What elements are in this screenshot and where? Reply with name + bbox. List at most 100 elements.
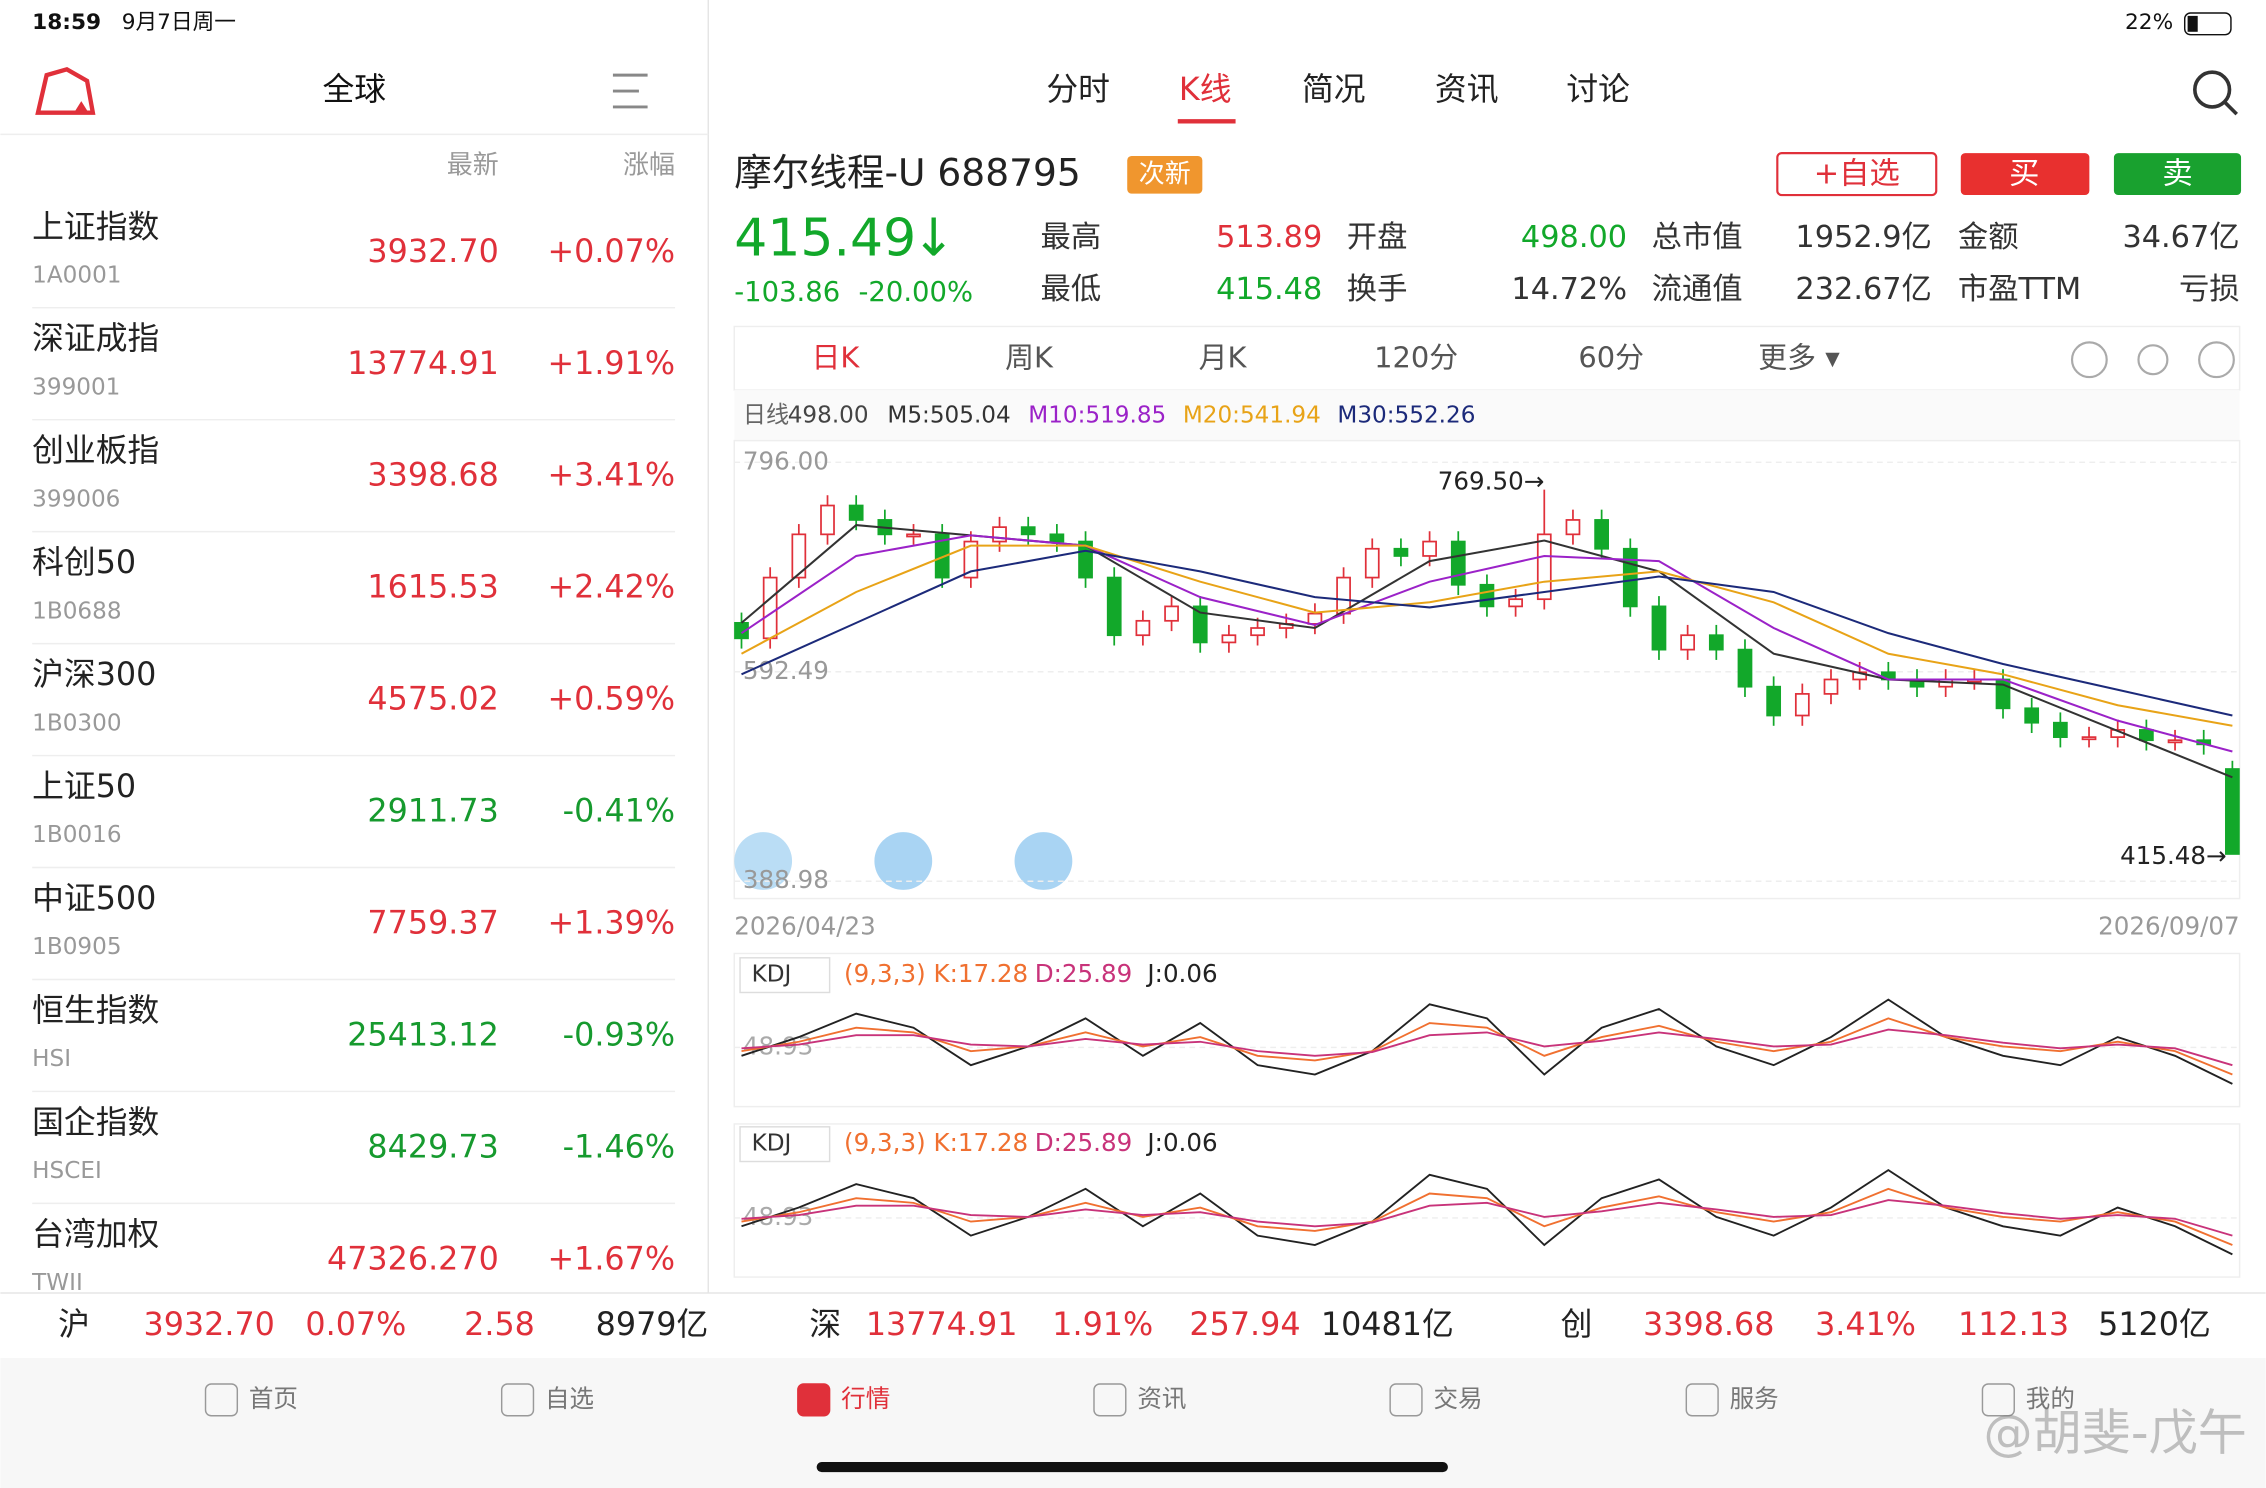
index-name[interactable]: 深证成指 — [32, 321, 159, 357]
index-bar-name: 沪 — [58, 1307, 90, 1343]
nav-icon[interactable] — [1093, 1383, 1127, 1417]
draw-button[interactable] — [1014, 832, 1073, 890]
index-name[interactable]: 上证50 — [32, 769, 136, 805]
candle-body — [992, 526, 1007, 543]
index-name[interactable]: 台湾加权 — [32, 1217, 159, 1253]
index-change: +2.42% — [548, 570, 676, 606]
ma-legend: M30:552.26 — [1337, 403, 1475, 429]
period-tab[interactable]: 60分 — [1578, 341, 1644, 375]
button-text[interactable]: 卖 — [2162, 156, 2192, 191]
nav-icon[interactable] — [204, 1383, 239, 1417]
index-bar — [0, 1292, 2266, 1358]
candle-body — [934, 533, 950, 579]
tab[interactable]: K线 — [1179, 72, 1232, 108]
index-price: 7759.37 — [367, 906, 498, 942]
candle-body — [1651, 605, 1667, 651]
nav-label[interactable]: 我的 — [2026, 1384, 2075, 1413]
nav-label[interactable]: 资讯 — [1137, 1384, 1186, 1413]
last-price: 415.49 — [734, 208, 916, 268]
logo-mark — [74, 101, 89, 113]
period-tab[interactable]: 120分 — [1374, 341, 1458, 375]
index-change: +0.07% — [548, 234, 676, 270]
menu-icon[interactable] — [612, 73, 648, 109]
index-price: 8429.73 — [367, 1130, 498, 1166]
fullscreen-button[interactable] — [874, 832, 933, 890]
candle-body — [2052, 721, 2068, 738]
kdj-label[interactable]: KDJ — [752, 962, 792, 988]
candle-body — [1737, 648, 1753, 688]
period-tab[interactable]: 日K — [811, 341, 860, 375]
stat-value: 14.72% — [1511, 272, 1627, 307]
candle-body — [1422, 540, 1437, 557]
nav-label[interactable]: 首页 — [249, 1384, 298, 1413]
index-bar-field: 10481亿 — [1321, 1307, 1454, 1343]
add-watch-button[interactable] — [1776, 152, 1938, 197]
index-bar-field: 257.94 — [1189, 1307, 1300, 1343]
ma-legend: M10:519.85 — [1028, 403, 1166, 429]
candle-body — [906, 533, 921, 538]
candle-body — [2081, 736, 2097, 741]
sidebar-title: 全球 — [323, 72, 387, 108]
home-indicator — [816, 1461, 1448, 1473]
kdj-label[interactable]: KDJ — [752, 1131, 792, 1157]
date: 9月7日周一 — [122, 10, 236, 35]
candle-body — [1622, 547, 1638, 608]
index-name[interactable]: 上证指数 — [32, 209, 159, 245]
index-code: TWII — [31, 1270, 83, 1296]
nav-icon[interactable] — [797, 1383, 831, 1417]
nav-label[interactable]: 交易 — [1433, 1384, 1482, 1413]
index-name[interactable]: 中证500 — [32, 881, 156, 917]
expand-button[interactable] — [734, 832, 793, 890]
index-price: 4575.02 — [367, 682, 498, 718]
tab[interactable]: 简况 — [1302, 72, 1366, 108]
kdj-d: D:25.89 — [1035, 1128, 1132, 1157]
index-name[interactable]: 创业板指 — [32, 433, 159, 469]
nav-icon[interactable] — [1981, 1383, 2015, 1417]
candle-body — [1393, 547, 1409, 557]
nav-icon[interactable] — [1685, 1383, 1719, 1417]
tab[interactable]: 讨论 — [1566, 72, 1630, 108]
index-bar-field: 3.41% — [1815, 1307, 1916, 1343]
nav-icon[interactable] — [1389, 1383, 1423, 1417]
stat-label: 换手 — [1347, 272, 1408, 307]
watermark: @胡斐-戊午 — [1984, 1403, 2247, 1461]
search-icon[interactable] — [2193, 70, 2232, 109]
badge-text: 次新 — [1139, 159, 1191, 189]
candle-body — [762, 576, 778, 640]
stat-value: 34.67亿 — [2122, 220, 2239, 255]
period-tab[interactable]: 月K — [1199, 341, 1248, 375]
candle-body — [1794, 693, 1810, 717]
y-tick-label: 796.00 — [743, 446, 829, 475]
candle-body — [1565, 519, 1581, 536]
index-name[interactable]: 沪深300 — [32, 657, 156, 693]
button-text[interactable]: 买 — [2009, 156, 2039, 191]
candle-body — [1020, 526, 1036, 536]
nav-label[interactable]: 服务 — [1730, 1384, 1779, 1413]
stat-label: 最低 — [1041, 272, 1102, 307]
index-code: 399006 — [32, 486, 120, 512]
candle-body — [1823, 678, 1839, 695]
kdj-selector[interactable] — [739, 1126, 831, 1163]
kdj-selector[interactable] — [739, 957, 831, 994]
nav-icon[interactable] — [500, 1383, 535, 1417]
index-name[interactable]: 科创50 — [32, 545, 136, 581]
index-code: 1B0300 — [32, 710, 121, 736]
button-text[interactable]: +自选 — [1814, 156, 1900, 191]
nav-label[interactable]: 自选 — [545, 1384, 594, 1413]
battery-text: 22% — [2125, 10, 2173, 35]
buy-button[interactable] — [1960, 153, 2090, 196]
index-bar-name: 创 — [1561, 1307, 1593, 1343]
tool-icons[interactable] — [2070, 341, 2235, 379]
nav-label[interactable]: 行情 — [841, 1384, 890, 1413]
period-tab[interactable]: 更多 ▾ — [1758, 341, 1840, 375]
index-name[interactable]: 国企指数 — [32, 1105, 159, 1141]
y-tick-label: 388.98 — [743, 865, 829, 894]
tab[interactable]: 资讯 — [1435, 72, 1499, 108]
index-price: 47326.270 — [327, 1241, 499, 1277]
price-change-pct: -20.00% — [859, 277, 974, 308]
sell-button[interactable] — [2113, 153, 2242, 196]
index-name[interactable]: 恒生指数 — [32, 993, 159, 1029]
period-tab[interactable]: 周K — [1005, 341, 1054, 375]
tab[interactable]: 分时 — [1046, 72, 1110, 108]
